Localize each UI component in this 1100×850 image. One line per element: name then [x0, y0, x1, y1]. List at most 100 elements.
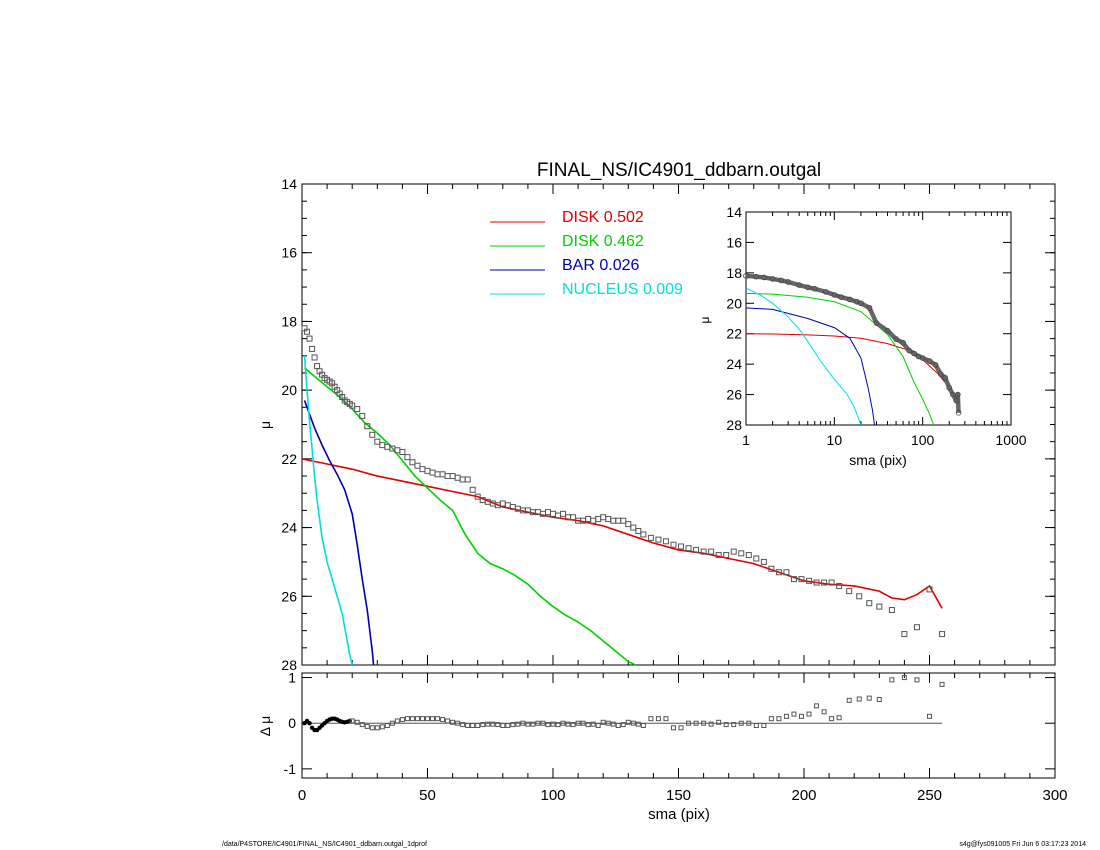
- inset-y-tick-label: 28: [726, 417, 742, 433]
- main-y-axis: 14 16 18 20 22 24 26 28: [281, 176, 1056, 673]
- inset-data-point: [822, 289, 829, 295]
- main-series-line: [303, 355, 353, 666]
- main-data-point: [424, 467, 431, 474]
- main-data-point: [434, 471, 441, 478]
- main-data-point: [738, 550, 745, 557]
- main-data-point: [359, 412, 366, 419]
- residual-point: [409, 716, 415, 722]
- residual-point: [399, 717, 405, 723]
- main-data-point: [828, 579, 835, 586]
- inset-series-line: [745, 287, 862, 426]
- main-data-point: [570, 514, 577, 521]
- inset-data-point: [900, 340, 906, 346]
- main-data-point: [926, 586, 933, 593]
- residual-x-axis-label: sma (pix): [648, 806, 710, 823]
- inset-data-point: [893, 336, 899, 342]
- main-series-line: [301, 458, 943, 609]
- residual-point: [475, 723, 481, 728]
- main-data-point: [449, 473, 456, 480]
- main-data-point: [304, 328, 311, 335]
- main-data-point: [469, 486, 476, 493]
- residual-point: [927, 713, 932, 719]
- main-data-point: [414, 462, 421, 469]
- inset-data-point: [785, 279, 791, 285]
- chart-title: FINAL_NS/IC4901_ddbarn.outgal: [537, 160, 821, 181]
- residual-point: [821, 709, 827, 715]
- residual-point: [379, 724, 385, 730]
- residual-point: [768, 716, 774, 722]
- residual-point: [440, 717, 446, 723]
- inset-x-tick-label: 100: [911, 432, 935, 448]
- residual-point: [490, 721, 496, 727]
- residual-point: [605, 720, 611, 726]
- residual-y-tick-label: 1: [288, 670, 296, 686]
- main-y-tick-label: 24: [281, 520, 297, 536]
- inset-y-tick-label: 20: [726, 295, 742, 311]
- main-data-point: [625, 521, 632, 528]
- residual-point: [389, 720, 395, 726]
- residual-point: [701, 720, 707, 726]
- residual-point: [430, 716, 436, 722]
- residual-point: [829, 716, 835, 722]
- residual-point: [445, 718, 451, 724]
- residual-point: [545, 722, 551, 728]
- residual-point: [425, 716, 430, 722]
- inset-x-tick-label: 1000: [995, 432, 1026, 448]
- residual-point: [901, 675, 907, 681]
- inset-data-band: [745, 273, 961, 413]
- main-data-point: [913, 624, 920, 631]
- residual-y-axis-label: Δ μ: [257, 716, 273, 737]
- residual-point: [686, 720, 692, 726]
- main-data-point: [474, 493, 481, 500]
- main-data-point: [379, 442, 386, 449]
- residual-point: [939, 681, 945, 687]
- main-data-point: [595, 515, 602, 522]
- main-y-tick-label: 20: [281, 382, 297, 398]
- inset-data-point: [804, 284, 811, 291]
- residual-point: [404, 716, 410, 722]
- inset-data-point: [778, 277, 784, 284]
- main-data-point: [600, 514, 607, 521]
- residual-x-tick-label: 150: [666, 787, 691, 804]
- main-data-point: [693, 546, 700, 553]
- residual-point: [595, 723, 601, 728]
- main-data-point: [806, 577, 813, 584]
- inset-series-group: [743, 273, 962, 426]
- residual-point: [590, 721, 596, 727]
- main-data-point: [678, 543, 685, 550]
- inset-data-point: [953, 397, 960, 404]
- residual-point: [648, 716, 654, 722]
- residual-point: [600, 719, 606, 725]
- residual-point: [731, 722, 737, 728]
- inset-data-point: [937, 371, 944, 377]
- residual-point: [670, 725, 676, 731]
- main-data-point: [590, 517, 597, 524]
- residual-point: [359, 722, 365, 728]
- residual-point: [480, 722, 486, 728]
- residual-point: [540, 720, 546, 726]
- main-data-point: [640, 531, 647, 538]
- residual-point: [783, 713, 789, 719]
- main-data-point: [309, 345, 316, 352]
- inset-data-point: [955, 410, 962, 416]
- residual-point: [806, 711, 812, 717]
- main-data-point: [655, 536, 662, 543]
- inset-data-point: [873, 320, 880, 326]
- main-y-tick-label: 14: [281, 176, 297, 192]
- footer-timestamp: s4g@fys091005 Fri Jun 6 03:17:23 2014: [959, 841, 1086, 848]
- residual-point: [460, 722, 466, 728]
- residual-point: [470, 723, 476, 728]
- inset-data-point: [932, 362, 939, 368]
- legend-label: BAR 0.026: [562, 257, 639, 274]
- main-data-point: [775, 569, 782, 576]
- residual-x-tick-label: 200: [791, 787, 816, 804]
- residual-point: [640, 723, 646, 728]
- residual-point: [505, 723, 511, 728]
- main-data-point: [670, 541, 677, 548]
- residual-point: [625, 719, 631, 725]
- inset-data-point: [911, 350, 917, 357]
- inset-data-point: [858, 300, 864, 307]
- inset-data-point: [955, 391, 961, 398]
- main-series-line: [303, 400, 375, 666]
